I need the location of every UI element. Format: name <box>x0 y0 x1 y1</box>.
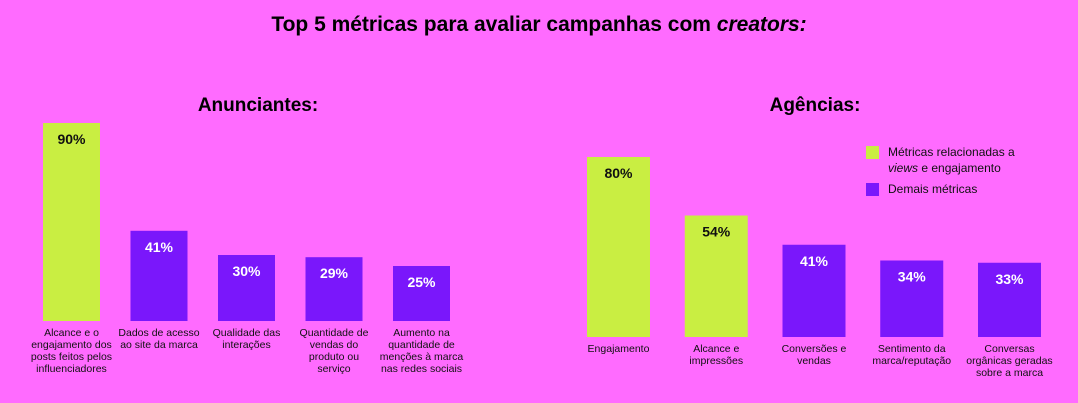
panel-title-anunciantes: Anunciantes: <box>197 95 319 116</box>
main-title-italic: creators: <box>716 13 807 36</box>
category-label-agencias-3: Conversões e vendas <box>781 343 847 367</box>
bar-agencias-2 <box>684 215 748 337</box>
bar-anunciantes-2 <box>130 230 188 321</box>
bar-anunciantes-3 <box>218 255 275 321</box>
legend-label-views: Métricas relacionadas a views e engajamen… <box>888 145 1015 175</box>
category-label-agencias-1: Engajamento <box>587 343 650 355</box>
panel-title-agencias: Agências: <box>769 95 861 116</box>
bar-agencias-5 <box>978 262 1041 337</box>
main-title: Top 5 métricas para avaliar campanhas co… <box>0 13 1078 37</box>
bar-agencias-3 <box>782 244 846 337</box>
category-label-anunciantes-4: Quantidade de vendas do produto ou servi… <box>299 327 369 375</box>
value-label-anunciantes-2: 41% <box>145 239 174 255</box>
bar-anunciantes-1 <box>43 123 100 321</box>
value-label-agencias-2: 54% <box>702 224 731 240</box>
value-label-agencias-1: 80% <box>604 165 633 181</box>
category-label-agencias-5: Conversas orgânicas geradas sobre a marc… <box>966 343 1053 379</box>
category-label-agencias-4: Sentimento da marca/reputação <box>872 343 952 367</box>
value-label-agencias-3: 41% <box>800 253 829 269</box>
bar-anunciantes-5 <box>393 266 450 321</box>
legend-label-other: Demais métricas <box>888 182 978 196</box>
value-label-anunciantes-4: 29% <box>320 265 349 281</box>
value-label-anunciantes-3: 30% <box>232 263 261 279</box>
value-label-anunciantes-1: 90% <box>57 131 86 147</box>
legend-swatch-views <box>866 146 879 159</box>
value-label-agencias-4: 34% <box>898 269 927 285</box>
value-label-agencias-5: 33% <box>995 271 1024 287</box>
category-label-anunciantes-2: Dados de acesso ao site da marca <box>118 327 200 351</box>
value-label-anunciantes-5: 25% <box>407 274 436 290</box>
category-label-agencias-2: Alcance e impressões <box>689 343 744 367</box>
bar-anunciantes-4 <box>305 257 363 321</box>
category-label-anunciantes-1: Alcance e o engajamento dos posts feitos… <box>30 327 113 375</box>
bar-agencias-1 <box>587 157 650 337</box>
main-title-text: Top 5 métricas para avaliar campanhas co… <box>271 13 717 36</box>
category-label-anunciantes-3: Qualidade das interações <box>212 327 281 351</box>
legend-swatch-other <box>866 183 879 196</box>
category-label-anunciantes-5: Aumento na quantidade de menções à marca… <box>379 327 464 375</box>
bar-agencias-4 <box>880 260 944 337</box>
